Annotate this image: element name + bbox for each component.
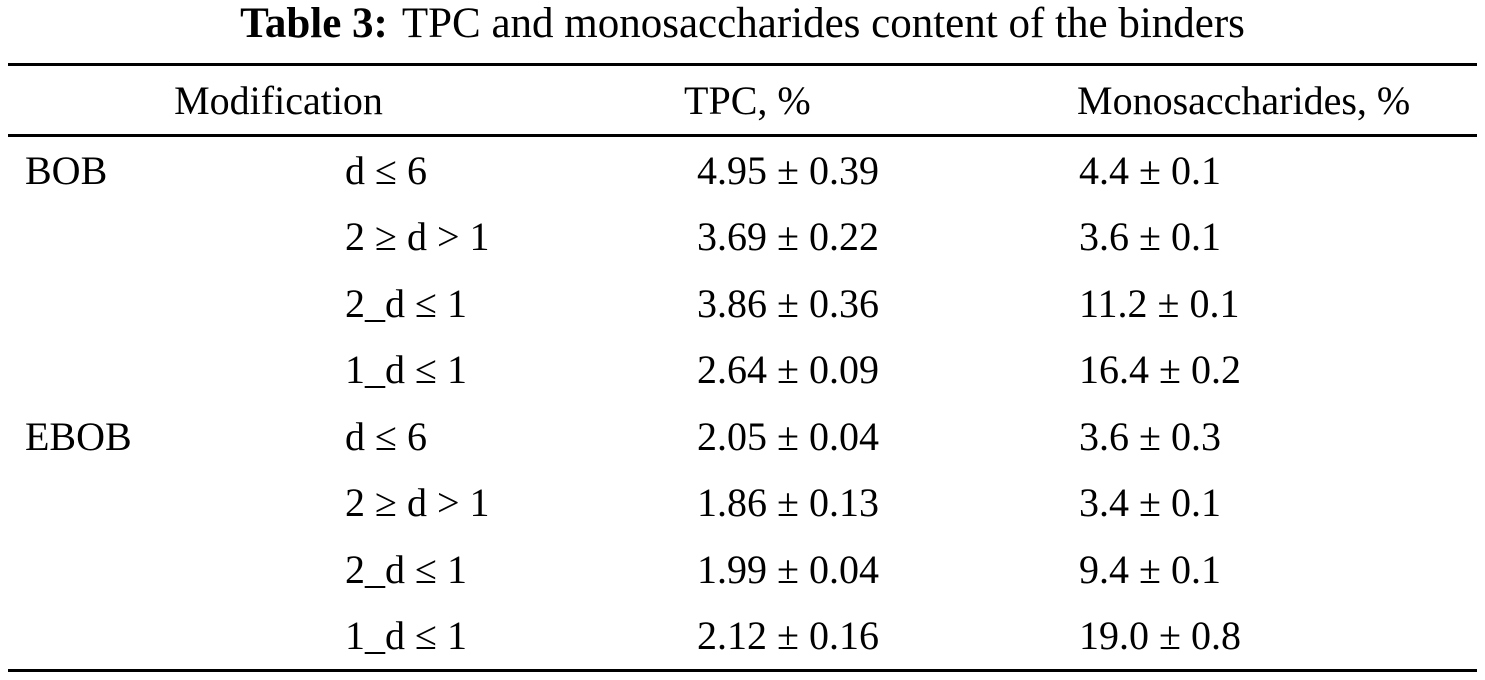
- cell-group: [8, 536, 328, 603]
- cell-condition: 1_d ≤ 1: [345, 613, 467, 659]
- table-body: BOB d ≤ 6 4.95 ± 0.39 4.4 ± 0.1 2 ≥ d > …: [8, 136, 1477, 671]
- cell-tpc: 1.86 ± 0.13: [697, 480, 879, 526]
- cell-monosaccharides: 16.4 ± 0.2: [1079, 347, 1241, 393]
- cell-monosaccharides: 11.2 ± 0.1: [1079, 280, 1240, 326]
- cell-group: [8, 204, 328, 271]
- table-row: 2_d ≤ 1 3.86 ± 0.36 11.2 ± 0.1: [8, 270, 1477, 337]
- cell-condition: 2 ≥ d > 1: [345, 214, 490, 260]
- table-caption: Table 3: TPC and monosaccharides content…: [0, 0, 1485, 63]
- header-monosaccharides: Monosaccharides, %: [1077, 77, 1411, 123]
- cell-monosaccharides: 9.4 ± 0.1: [1079, 546, 1221, 592]
- table-row: 1_d ≤ 1 2.64 ± 0.09 16.4 ± 0.2: [8, 337, 1477, 404]
- cell-group: [8, 337, 328, 404]
- cell-group: EBOB: [25, 413, 132, 459]
- cell-monosaccharides: 3.4 ± 0.1: [1079, 480, 1221, 526]
- table-header: Modification TPC, % Monosaccharides, %: [8, 65, 1478, 136]
- cell-group: [8, 470, 328, 537]
- table-row: 2_d ≤ 1 1.99 ± 0.04 9.4 ± 0.1: [8, 536, 1477, 603]
- cell-monosaccharides: 3.6 ± 0.3: [1079, 413, 1221, 459]
- cell-condition: d ≤ 6: [345, 147, 427, 193]
- cell-group: BOB: [25, 147, 108, 193]
- cell-monosaccharides: 3.6 ± 0.1: [1079, 214, 1221, 260]
- header-tpc: TPC, %: [684, 77, 811, 123]
- table-row: EBOB d ≤ 6 2.05 ± 0.04 3.6 ± 0.3: [8, 403, 1477, 470]
- header-modification: Modification: [174, 77, 383, 123]
- cell-condition: 1_d ≤ 1: [345, 347, 467, 393]
- cell-condition: d ≤ 6: [345, 413, 427, 459]
- table-row: 2 ≥ d > 1 3.69 ± 0.22 3.6 ± 0.1: [8, 204, 1477, 271]
- header-row: Modification TPC, % Monosaccharides, %: [8, 65, 1478, 136]
- cell-condition: 2 ≥ d > 1: [345, 480, 490, 526]
- cell-group: [8, 603, 328, 671]
- cell-tpc: 3.69 ± 0.22: [697, 214, 879, 260]
- cell-tpc: 3.86 ± 0.36: [697, 280, 879, 326]
- table-caption-label: Table 3:: [240, 0, 388, 47]
- table-row: 2 ≥ d > 1 1.86 ± 0.13 3.4 ± 0.1: [8, 470, 1477, 537]
- cell-monosaccharides: 19.0 ± 0.8: [1079, 613, 1241, 659]
- table-row: BOB d ≤ 6 4.95 ± 0.39 4.4 ± 0.1: [8, 136, 1477, 204]
- data-table: Modification TPC, % Monosaccharides, % B…: [8, 63, 1478, 672]
- cell-tpc: 2.05 ± 0.04: [697, 413, 879, 459]
- cell-tpc: 2.64 ± 0.09: [697, 347, 879, 393]
- cell-condition: 2_d ≤ 1: [345, 546, 467, 592]
- cell-group: [8, 270, 328, 337]
- cell-monosaccharides: 4.4 ± 0.1: [1079, 147, 1221, 193]
- table-caption-text: TPC and monosaccharides content of the b…: [401, 0, 1245, 47]
- cell-tpc: 4.95 ± 0.39: [697, 147, 879, 193]
- table-row: 1_d ≤ 1 2.12 ± 0.16 19.0 ± 0.8: [8, 603, 1477, 671]
- cell-tpc: 2.12 ± 0.16: [697, 613, 879, 659]
- cell-tpc: 1.99 ± 0.04: [697, 546, 879, 592]
- cell-condition: 2_d ≤ 1: [345, 280, 467, 326]
